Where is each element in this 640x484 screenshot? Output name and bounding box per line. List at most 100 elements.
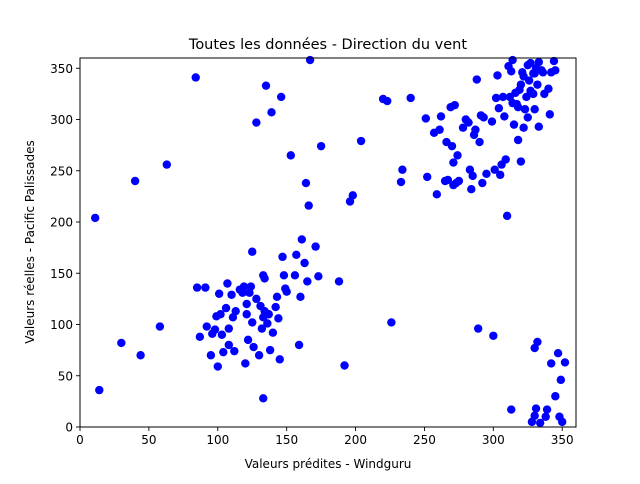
data-point — [254, 351, 264, 360]
data-point — [252, 294, 261, 304]
data-point — [206, 351, 216, 360]
data-point — [549, 56, 559, 66]
data-point — [526, 58, 535, 68]
x-tick-label: 150 — [275, 433, 298, 447]
data-point — [530, 105, 539, 114]
data-point — [538, 68, 548, 77]
data-point — [533, 80, 542, 89]
data-point — [435, 125, 444, 134]
data-point — [524, 76, 534, 85]
data-point — [508, 55, 517, 65]
y-tick-label: 150 — [50, 267, 73, 281]
data-point — [458, 123, 468, 132]
data-point — [520, 105, 530, 114]
data-point — [257, 324, 267, 333]
data-point — [509, 120, 519, 129]
data-point — [472, 75, 481, 84]
data-point — [219, 347, 228, 357]
data-point — [296, 292, 305, 302]
data-point — [213, 362, 222, 371]
data-point — [443, 175, 453, 185]
data-point — [214, 289, 224, 298]
data-point — [396, 177, 406, 187]
data-point — [516, 157, 526, 166]
data-point — [491, 93, 501, 103]
y-tick-label: 200 — [50, 216, 73, 230]
data-point — [274, 314, 283, 323]
data-point — [216, 310, 225, 319]
data-point — [314, 272, 323, 281]
data-point — [513, 103, 523, 112]
data-point — [130, 176, 140, 186]
data-point — [265, 345, 275, 355]
data-point — [241, 359, 250, 368]
data-point — [423, 172, 432, 182]
data-point — [542, 405, 552, 414]
data-point — [224, 324, 233, 333]
data-point — [487, 117, 497, 126]
y-tick-label: 300 — [50, 113, 73, 127]
x-tick-label: 300 — [482, 433, 505, 447]
data-point — [534, 57, 543, 67]
data-point — [272, 292, 282, 302]
data-point — [294, 340, 304, 350]
data-point — [478, 178, 487, 188]
data-point — [90, 213, 100, 223]
data-point — [551, 66, 560, 75]
data-point — [519, 123, 528, 132]
data-point — [305, 55, 315, 65]
data-point — [248, 318, 257, 327]
data-point — [467, 185, 476, 194]
data-point — [531, 404, 541, 413]
x-tick-label: 200 — [344, 433, 367, 447]
data-point — [224, 340, 233, 350]
data-point — [541, 412, 550, 421]
data-point — [202, 322, 211, 331]
y-tick-label: 250 — [50, 164, 73, 178]
data-point — [155, 322, 165, 331]
data-point — [267, 108, 276, 117]
data-point — [545, 110, 555, 119]
data-point — [223, 279, 232, 288]
data-point — [479, 113, 488, 122]
data-point — [501, 155, 510, 164]
data-point — [162, 160, 171, 169]
data-point — [453, 151, 462, 160]
data-point — [282, 287, 291, 296]
data-point — [268, 328, 278, 337]
data-point — [290, 271, 300, 280]
data-point — [259, 394, 268, 403]
data-point — [249, 342, 258, 352]
data-point — [498, 92, 508, 102]
data-point — [191, 73, 200, 82]
data-point — [560, 358, 570, 367]
data-point — [507, 405, 516, 414]
data-point — [513, 135, 523, 145]
data-point — [275, 355, 284, 364]
x-axis-label: Valeurs prédites - Windguru — [245, 457, 412, 471]
data-point — [301, 178, 311, 188]
x-tick-label: 350 — [551, 433, 574, 447]
data-point — [210, 325, 220, 334]
data-point — [522, 92, 531, 102]
data-point — [432, 190, 442, 199]
data-point — [496, 170, 505, 180]
data-point — [553, 349, 563, 358]
plot-area-frame — [79, 57, 577, 428]
data-point — [261, 81, 271, 90]
data-point — [264, 310, 273, 319]
data-point — [95, 385, 104, 395]
data-point — [421, 114, 431, 123]
data-point — [535, 418, 545, 428]
data-point — [556, 375, 566, 385]
data-point — [534, 122, 543, 131]
data-point — [502, 211, 512, 221]
data-point — [201, 283, 210, 292]
data-point — [516, 80, 526, 89]
data-point — [252, 118, 261, 127]
data-point — [300, 258, 309, 268]
data-point — [529, 89, 538, 99]
data-point — [340, 361, 349, 370]
